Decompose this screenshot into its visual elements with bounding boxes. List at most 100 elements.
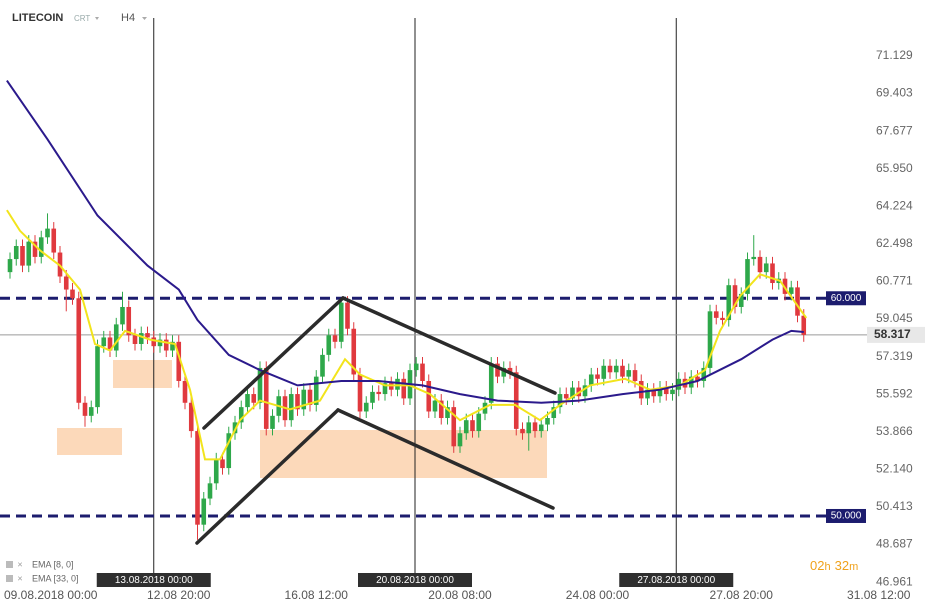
candle-body (451, 407, 457, 447)
last-price-label: 58.317 (874, 327, 911, 341)
candle-body (307, 389, 313, 405)
legend-icon[interactable] (6, 575, 13, 582)
y-tick-label: 57.319 (876, 349, 913, 363)
zone (113, 360, 172, 388)
candle-body (532, 422, 538, 432)
candle-body (651, 389, 657, 397)
candle-body (757, 256, 763, 273)
candle-body (320, 354, 325, 377)
legend-close[interactable]: × (17, 559, 22, 569)
timer-hours: 02 (810, 558, 824, 573)
y-tick-label: 67.677 (876, 123, 913, 137)
candle-body (51, 228, 57, 253)
candle-body (288, 394, 294, 421)
y-tick-label: 60.771 (876, 274, 913, 288)
candle-body (595, 374, 600, 379)
trend-line (202, 296, 345, 430)
candle-body (763, 263, 769, 273)
trend-line (195, 408, 340, 545)
timeframe[interactable]: H4 (121, 12, 135, 24)
candle-body (432, 400, 438, 412)
candle-body (607, 365, 613, 373)
candle-body (551, 407, 557, 419)
candle-body (388, 383, 394, 390)
candle-body (751, 256, 757, 260)
candle-body (720, 317, 725, 321)
candle-body (45, 228, 50, 238)
zone (260, 430, 547, 478)
candle-body (226, 433, 232, 469)
candle-body (157, 339, 163, 347)
candle-body (295, 394, 300, 410)
candle-body (645, 389, 650, 399)
candle-body (545, 418, 550, 425)
candle-body (620, 365, 625, 377)
candle-body (526, 422, 532, 434)
candle-body (582, 385, 588, 397)
ema-line (6, 209, 808, 461)
candle-body (557, 394, 563, 408)
legend-entry: EMA [8, 0] (32, 559, 74, 569)
candle-body (420, 363, 425, 381)
candle-body (163, 339, 169, 351)
y-tick-label: 48.687 (876, 537, 913, 551)
candle-body (126, 306, 132, 336)
candle-body (151, 337, 157, 347)
time-marker-box (358, 573, 472, 587)
candle-body (507, 367, 513, 373)
zone (57, 428, 122, 455)
candle-body (676, 378, 682, 390)
candle-body (463, 420, 469, 434)
instrument-title: LITECOIN (12, 12, 63, 24)
candle-body (170, 341, 175, 351)
candle-body (538, 424, 544, 432)
timer-unit: h (824, 561, 830, 573)
candle-body (313, 376, 319, 405)
legend-close[interactable]: × (17, 573, 22, 583)
candle-body (588, 374, 594, 386)
candle-body (795, 287, 800, 316)
trend-line (341, 296, 557, 395)
timer-minutes: 32 (835, 558, 849, 573)
candle-body (632, 370, 638, 381)
candle-body (207, 483, 213, 499)
candle-body (601, 365, 607, 379)
legend-icon[interactable] (6, 561, 13, 568)
candle-body (613, 365, 619, 373)
candle-body (338, 302, 344, 342)
candle-body (326, 335, 332, 355)
candle-body (657, 387, 663, 397)
x-tick-label: 31.08 12:00 (847, 588, 911, 602)
overlay: 13.08.2018 00:00 20.08.2018 00:00 27.08.20… (6, 291, 925, 587)
candle-body (332, 335, 338, 342)
candle-body (188, 402, 194, 432)
candle-body (663, 387, 669, 395)
candle-body (495, 363, 500, 377)
candle-body (107, 337, 113, 351)
y-tick-label: 55.592 (876, 386, 913, 400)
dropdown-icon[interactable] (142, 17, 147, 20)
candle-body (376, 391, 382, 395)
instrument-type[interactable]: CRT (74, 14, 90, 23)
candle-body (82, 402, 88, 416)
candle-body (357, 374, 363, 412)
level-box (826, 291, 866, 306)
y-tick-label: 46.961 (876, 574, 913, 588)
candle-body (301, 389, 307, 410)
trend-lines (195, 296, 557, 545)
y-tick-label: 71.129 (876, 48, 913, 62)
candle-body (132, 335, 138, 344)
candle-body (213, 459, 219, 484)
y-tick-label: 50.413 (876, 499, 913, 513)
candle-body (70, 289, 75, 299)
dropdown-icon[interactable] (95, 17, 99, 20)
candle-body (488, 363, 494, 403)
candle-body (738, 293, 744, 307)
candle-body (76, 298, 82, 403)
candle-body (570, 387, 575, 399)
candle-body (245, 394, 250, 408)
level-box (826, 508, 866, 523)
candle-body (363, 402, 369, 412)
time-marker-label: 13.08.2018 00:00 (115, 575, 193, 586)
y-tick-label: 52.140 (876, 462, 913, 476)
